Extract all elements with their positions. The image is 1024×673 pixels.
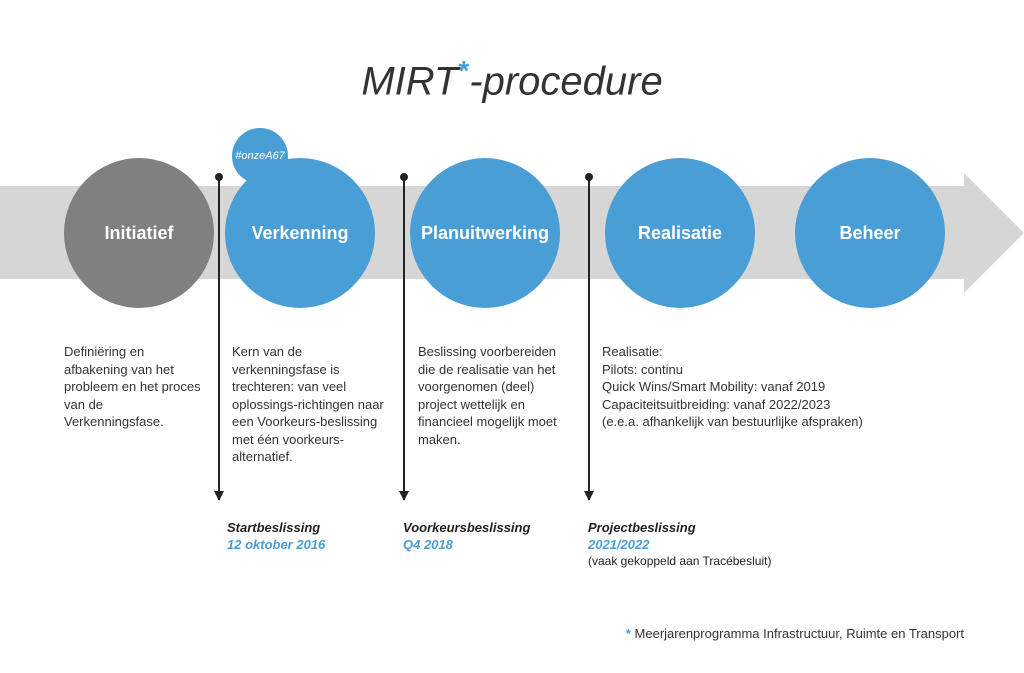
footnote-asterisk: * [626,626,631,641]
milestone-line-project [588,178,590,500]
milestone-date: Q4 2018 [403,537,530,554]
badge-onzea67: #onzeA67 [232,128,288,184]
milestone-line-start [218,178,220,500]
footnote-text: Meerjarenprogramma Infrastructuur, Ruimt… [635,626,964,641]
stage-initiatief: Initiatief [64,158,214,308]
milestone-label-project: Projectbeslissing2021/2022(vaak gekoppel… [588,520,771,569]
desc-realisatie: Realisatie: Pilots: continu Quick Wins/S… [602,343,932,431]
desc-verkenning: Kern van de verkenningsfase is trechtere… [232,343,392,466]
milestone-title: Projectbeslissing [588,520,771,537]
milestone-note: (vaak gekoppeld aan Tracébesluit) [588,554,771,570]
stage-planuitwerking: Planuitwerking [410,158,560,308]
milestone-date: 12 oktober 2016 [227,537,325,554]
milestone-line-voorkeur [403,178,405,500]
title-right: -procedure [469,59,662,103]
desc-planuitwerking: Beslissing voorbereiden die de realisati… [418,343,568,448]
title-left: MIRT [361,59,458,103]
title-asterisk: * [458,55,469,86]
stage-realisatie: Realisatie [605,158,755,308]
diagram-title: MIRT*-procedure [0,55,1024,104]
milestone-title: Startbeslissing [227,520,325,537]
milestone-title: Voorkeursbeslissing [403,520,530,537]
footnote: * Meerjarenprogramma Infrastructuur, Rui… [626,626,964,641]
stage-beheer: Beheer [795,158,945,308]
milestone-date: 2021/2022 [588,537,771,554]
milestone-label-voorkeur: VoorkeursbeslissingQ4 2018 [403,520,530,554]
desc-initiatief: Definiëring en afbakening van het proble… [64,343,204,431]
arrow-head-icon [964,173,1024,293]
milestone-label-start: Startbeslissing12 oktober 2016 [227,520,325,554]
